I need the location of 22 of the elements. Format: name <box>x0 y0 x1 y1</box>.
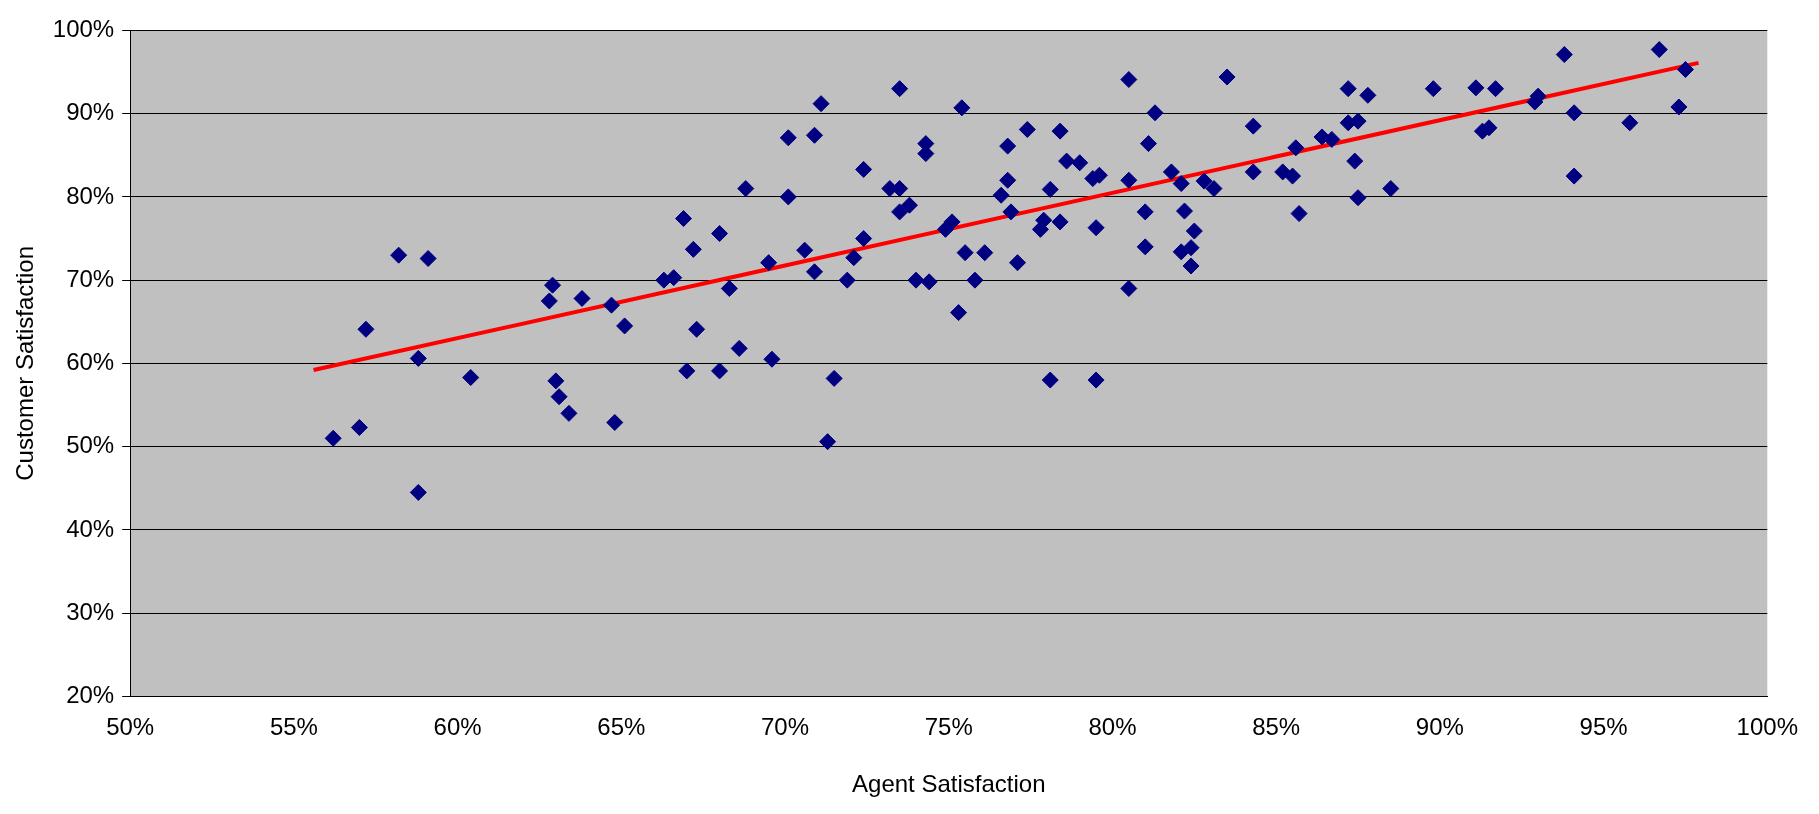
x-axis-title: Agent Satisfaction <box>852 770 1046 798</box>
y-tick-label: 50% <box>66 431 115 459</box>
y-tick-label: 80% <box>66 181 115 209</box>
x-tick-label: 50% <box>106 713 155 741</box>
y-tick-label: 30% <box>66 597 115 625</box>
y-tick-label: 40% <box>66 514 115 542</box>
y-axis-title: Customer Satisfaction <box>11 246 39 481</box>
y-tick-label: 70% <box>66 264 115 292</box>
x-tick-label: 75% <box>924 713 973 741</box>
x-tick-label: 60% <box>433 713 482 741</box>
x-tick-label: 70% <box>761 713 810 741</box>
x-tick-label: 85% <box>1252 713 1301 741</box>
y-tick-label: 60% <box>66 348 115 376</box>
y-tick-label: 20% <box>66 681 115 709</box>
x-tick-label: 100% <box>1736 713 1798 741</box>
y-tick-label: 100% <box>52 15 115 43</box>
x-tick-label: 90% <box>1415 713 1464 741</box>
x-tick-label: 55% <box>269 713 318 741</box>
x-tick-label: 65% <box>597 713 646 741</box>
x-tick-label: 95% <box>1579 713 1628 741</box>
y-tick-label: 90% <box>66 98 115 126</box>
x-tick-label: 80% <box>1088 713 1137 741</box>
